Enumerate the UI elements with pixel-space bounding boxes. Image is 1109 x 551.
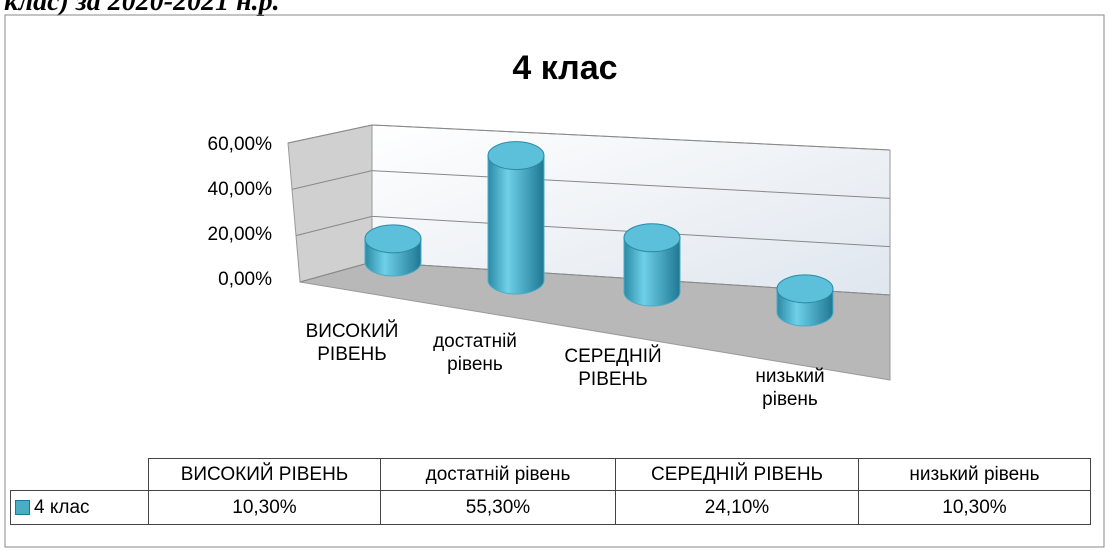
chart-title: 4 клас: [512, 49, 617, 87]
table-value-cell: 10,30%: [858, 490, 1091, 525]
table-header-cell: низький рівень: [858, 458, 1091, 491]
grid-line: [371, 170, 891, 199]
grid-line: [287, 124, 373, 144]
bar-top: [487, 141, 545, 171]
bar: [623, 237, 681, 307]
chart-border: [4, 14, 1105, 548]
x-tick-label: ВИСОКИЙ РІВЕНЬ: [305, 321, 399, 365]
table-header-cell: достатній рівень: [380, 458, 616, 491]
bar-top: [776, 274, 834, 304]
x-tick-label: СЕРЕДНІЙ РІВЕНЬ: [564, 346, 662, 390]
legend-label: 4 клас: [34, 496, 90, 518]
bar-top: [623, 223, 681, 253]
grid-line: [371, 124, 891, 151]
y-tick-label: 40,00%: [208, 179, 273, 200]
header-text: клас) за 2020-2021 н.р.: [4, 0, 280, 17]
table-header-cell: СЕРЕДНІЙ РІВЕНЬ: [615, 458, 859, 491]
y-tick-label: 0,00%: [218, 269, 272, 290]
bar: [487, 155, 545, 295]
bar-top: [364, 224, 422, 254]
table-value-cell: 24,10%: [615, 490, 859, 525]
x-tick-label: низький рівень: [755, 366, 825, 410]
y-tick-label: 20,00%: [208, 224, 273, 245]
side-wall: [287, 124, 373, 283]
table-value-cell: 10,30%: [148, 490, 381, 525]
grid-line: [295, 215, 373, 237]
grid-line: [291, 170, 373, 190]
grid-line: [299, 261, 373, 283]
y-tick-label: 60,00%: [208, 134, 273, 155]
legend-swatch: [15, 500, 30, 515]
x-tick-label: достатній рівень: [433, 331, 517, 375]
legend-cell: 4 клас: [10, 490, 149, 525]
table-header-cell: ВИСОКИЙ РІВЕНЬ: [148, 458, 381, 491]
table-value-cell: 55,30%: [380, 490, 616, 525]
